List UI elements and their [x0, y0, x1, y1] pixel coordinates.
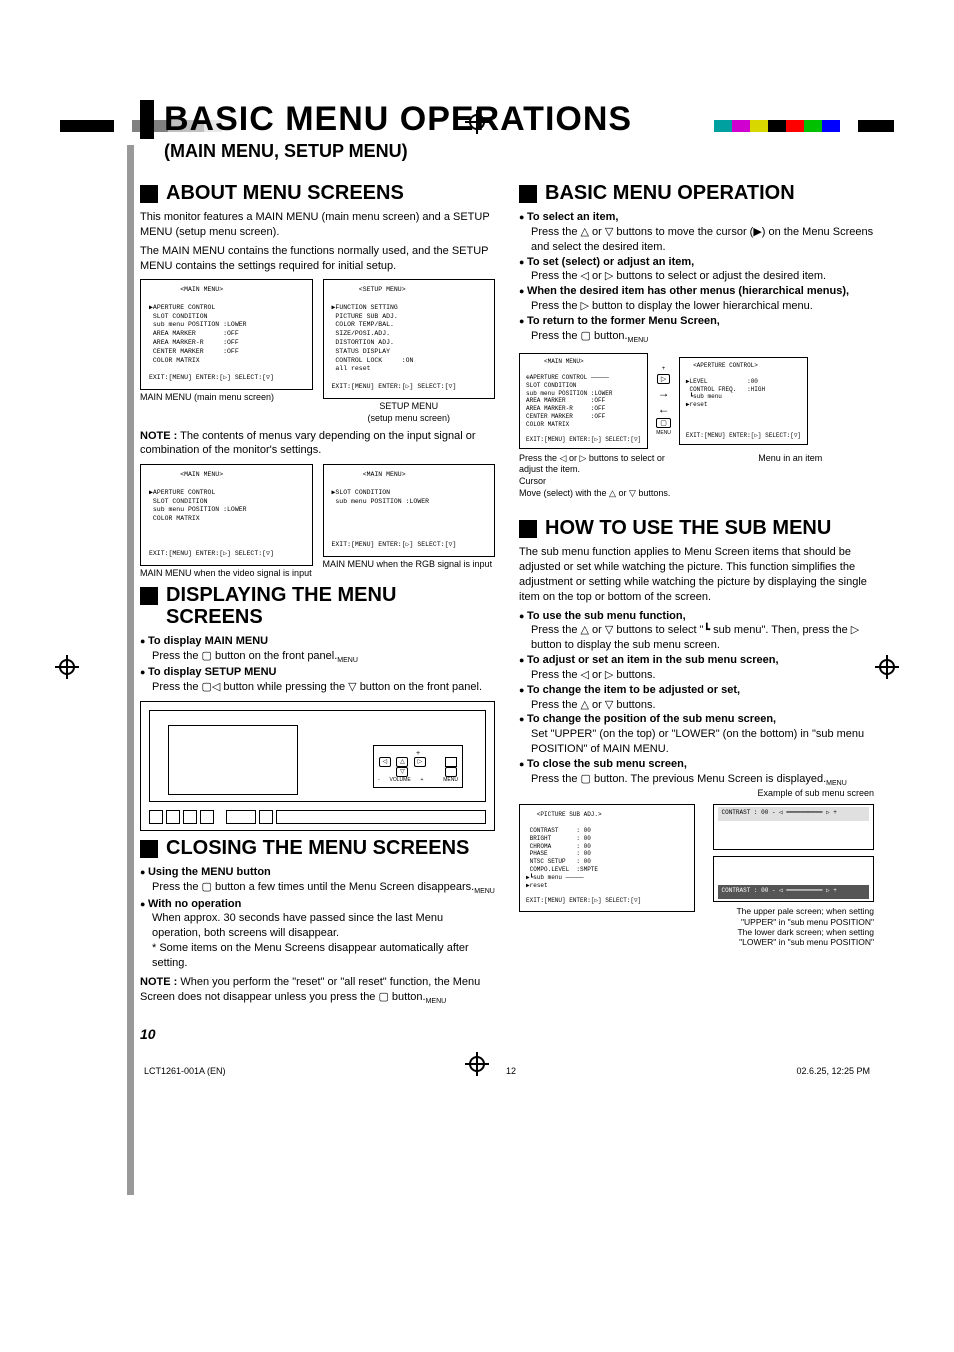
- panel-right-icon: ▷: [414, 757, 426, 767]
- bop-3-t: Press the ▷ button to display the lower …: [531, 299, 874, 314]
- setup-menu-caption-2: (setup menu screen): [323, 413, 496, 423]
- close-bullet-1: Using the MENU button: [140, 865, 495, 880]
- sm-5-t: Press the ▢ button. The previous Menu Sc…: [531, 772, 874, 789]
- note-2: NOTE : When you perform the "reset" or "…: [140, 975, 495, 1006]
- sm-4: To change the position of the sub menu s…: [519, 712, 874, 727]
- flow-caption-1: Press the ◁ or ▷ buttons to select or ad…: [519, 453, 687, 474]
- bop-4-t: Press the ▢ button.MENU: [531, 329, 874, 346]
- displaying-heading: DISPLAYING THE MENU SCREENS: [140, 584, 495, 628]
- sm-2-t: Press the ◁ or ▷ buttons.: [531, 668, 874, 683]
- sm-5: To close the sub menu screen,: [519, 757, 874, 772]
- flow-aperture-box: <APERTURE CONTROL> ▶LEVEL :00 CONTROL FR…: [679, 357, 808, 445]
- close-text-1: Press the ▢ button a few times until the…: [152, 880, 495, 897]
- panel-menu-icon: [445, 767, 457, 777]
- close-star: * Some items on the Menu Screens disappe…: [152, 941, 495, 971]
- submenu-p: The sub menu function applies to Menu Sc…: [519, 545, 874, 604]
- left-column: ABOUT MENU SCREENS This monitor features…: [140, 176, 495, 1006]
- bop-2: To set (select) or adjust an item,: [519, 255, 874, 270]
- sm-3: To change the item to be adjusted or set…: [519, 683, 874, 698]
- bop-4: To return to the former Menu Screen,: [519, 314, 874, 329]
- sm-3-t: Press the △ or ▽ buttons.: [531, 698, 874, 713]
- closing-heading: CLOSING THE MENU SCREENS: [140, 837, 495, 859]
- video-caption: MAIN MENU when the video signal is input: [140, 568, 313, 578]
- bop-3: When the desired item has other menus (h…: [519, 284, 874, 299]
- sm-4-t: Set "UPPER" (on the top) or "LOWER" (on …: [531, 727, 874, 757]
- page-title: BASIC MENU OPERATIONS: [140, 100, 874, 139]
- panel-onscreen-icon: [445, 757, 457, 767]
- flow-move-label: Move (select) with the △ or ▽ buttons.: [519, 488, 874, 499]
- example-picture-adj-box: <PICTURE SUB ADJ.> CONTRAST : 00 BRIGHT …: [519, 804, 695, 912]
- bop-2-t: Press the ◁ or ▷ buttons to select or ad…: [531, 269, 874, 284]
- basic-op-heading: BASIC MENU OPERATION: [519, 182, 874, 204]
- page-number: 10: [140, 1026, 874, 1042]
- main-menu-box: <MAIN MENU> ▶APERTURE CONTROL SLOT CONDI…: [140, 279, 313, 389]
- flow-caption-2: Menu in an item: [707, 453, 875, 474]
- about-p2: The MAIN MENU contains the functions nor…: [140, 244, 495, 274]
- footer-right: 02.6.25, 12:25 PM: [796, 1066, 870, 1076]
- close-bullet-2: With no operation: [140, 897, 495, 912]
- bop-1: To select an item,: [519, 210, 874, 225]
- menu-flow-diagram: <MAIN MENU> ⊕APERTURE CONTROL ───── SLOT…: [519, 353, 874, 499]
- sub-screen-lower: CONTRAST : 00 - ◁ ━━━━━━━━━━ ▷ +: [713, 856, 875, 902]
- bop-1-t: Press the △ or ▽ buttons to move the cur…: [531, 225, 874, 255]
- flow-main-box: <MAIN MENU> ⊕APERTURE CONTROL ───── SLOT…: [519, 353, 648, 449]
- main-menu-rgb-box: <MAIN MENU> ▶SLOT CONDITION sub menu POS…: [323, 464, 496, 557]
- rgb-caption: MAIN MENU when the RGB signal is input: [323, 559, 496, 569]
- note-1: NOTE : The contents of menus vary depend…: [140, 429, 495, 459]
- flow-menu-icon: ▢: [656, 418, 671, 428]
- disp-bullet-1: To display MAIN MENU: [140, 634, 495, 649]
- main-menu-video-box: <MAIN MENU> ▶APERTURE CONTROL SLOT CONDI…: [140, 464, 313, 566]
- footer: LCT1261-001A (EN) 12 02.6.25, 12:25 PM: [140, 1066, 874, 1076]
- main-menu-caption: MAIN MENU (main menu screen): [140, 392, 313, 402]
- footer-left: LCT1261-001A (EN): [144, 1066, 226, 1076]
- close-text-2: When approx. 30 seconds have passed sinc…: [152, 911, 495, 941]
- about-heading: ABOUT MENU SCREENS: [140, 182, 495, 204]
- panel-down-icon: ▽: [396, 767, 408, 777]
- submenu-heading: HOW TO USE THE SUB MENU: [519, 517, 874, 539]
- flow-cursor-label: Cursor: [519, 476, 874, 486]
- example-title: Example of sub menu screen: [519, 788, 874, 798]
- sm-2: To adjust or set an item in the sub menu…: [519, 653, 874, 668]
- front-panel-illustration: + ◁ △ ▷ ▽ -VOLUME+MENU: [140, 701, 495, 831]
- sm-1-t: Press the △ or ▽ buttons to select "┗ su…: [531, 623, 874, 653]
- sub-screen-upper: CONTRAST : 00 - ◁ ━━━━━━━━━━ ▷ +: [713, 804, 875, 850]
- sm-1: To use the sub menu function,: [519, 609, 874, 624]
- disp-text-2: Press the ▢◁ button while pressing the ▽…: [152, 680, 495, 695]
- flow-right-icon: ▷: [657, 374, 670, 384]
- example-caption: The upper pale screen; when setting "UPP…: [713, 906, 875, 947]
- footer-mid: 12: [506, 1066, 516, 1076]
- about-p1: This monitor features a MAIN MENU (main …: [140, 210, 495, 240]
- disp-bullet-2: To display SETUP MENU: [140, 665, 495, 680]
- right-column: BASIC MENU OPERATION To select an item, …: [519, 176, 874, 1006]
- panel-up-icon: △: [396, 757, 408, 767]
- setup-menu-box: <SETUP MENU> ▶FUNCTION SETTING PICTURE S…: [323, 279, 496, 398]
- panel-left-icon: ◁: [379, 757, 391, 767]
- setup-menu-caption-1: SETUP MENU: [323, 401, 496, 411]
- page-subtitle: (MAIN MENU, SETUP MENU): [164, 141, 874, 162]
- disp-text-1: Press the ▢ button on the front panel.ME…: [152, 649, 495, 666]
